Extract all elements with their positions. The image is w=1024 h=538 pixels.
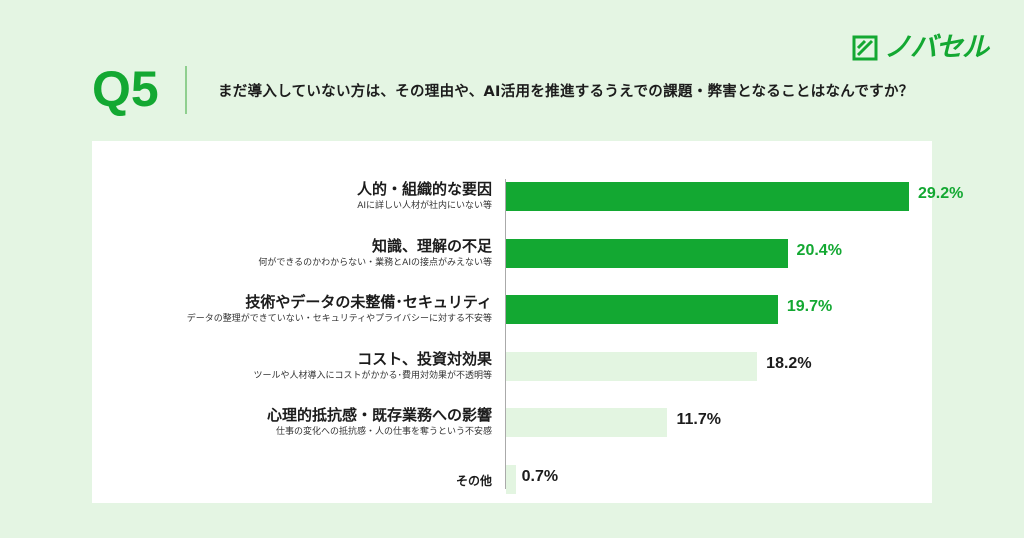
- category-subtitle: 仕事の変化への抵抗感・人の仕事を奪うという不安感: [275, 427, 492, 437]
- bar-row: 人的・組織的な要因 AIに詳しい人材が社内にいない等 29.2%: [92, 179, 963, 215]
- bar-value-label: 29.2%: [918, 185, 964, 202]
- category-name: 知識、理解の不足: [371, 236, 492, 255]
- category-name: 心理的抵抗感・既存業務への影響: [266, 406, 492, 424]
- bar: [506, 408, 668, 437]
- question-text: まだ導入していない方は、その理由や、AI活用を推進するうえでの課題・弊害となるこ…: [218, 84, 914, 100]
- bar-row: コスト、投資対効果ツールや人材導入にコストがかかる･費用対効果が不透明等 18.2…: [92, 349, 932, 385]
- bar-row: その他 0.7%: [92, 462, 932, 498]
- bar-value-label: 0.7%: [521, 467, 559, 485]
- category-label: 人的・組織的な要因 AIに詳しい人材が社内にいない等: [357, 179, 492, 213]
- bar: [506, 295, 778, 324]
- logo-mark-icon: [852, 35, 878, 60]
- category-label: 知識、理解の不足何ができるのかわからない・業務とAIの接点がみえない等: [258, 236, 492, 270]
- bar: [506, 464, 516, 494]
- bar-value-label: 18.2%: [766, 354, 812, 372]
- chart-axis: [505, 179, 506, 489]
- category-name: コスト、投資対効果: [357, 349, 492, 368]
- bar: [506, 182, 909, 211]
- category-label: コスト、投資対効果ツールや人材導入にコストがかかる･費用対効果が不透明等: [253, 349, 492, 383]
- logo: ノバセル: [852, 32, 989, 63]
- bar-value-label: 20.4%: [796, 241, 842, 259]
- category-name: その他: [455, 473, 492, 488]
- category-label: 技術やデータの未整備･セキュリティデータの整理ができていない・セキュリティやプラ…: [187, 292, 492, 326]
- category-subtitle: 何ができるのかわからない・業務とAIの接点がみえない等: [258, 257, 492, 268]
- logo-text: ノバセル: [884, 32, 989, 63]
- question-divider: [185, 66, 187, 114]
- category-subtitle: AIに詳しい人材が社内にいない等: [357, 201, 492, 211]
- bar-value-label: 11.7%: [676, 411, 721, 428]
- category-subtitle: データの整理ができていない・セキュリティやプライバシーに対する不安等: [186, 314, 492, 324]
- category-label: 心理的抵抗感・既存業務への影響仕事の変化への抵抗感・人の仕事を奪うという不安感: [267, 405, 492, 439]
- bar-row: 知識、理解の不足何ができるのかわからない・業務とAIの接点がみえない等 20.4%: [92, 236, 932, 272]
- question-number: Q5: [92, 61, 159, 117]
- bar: [506, 351, 758, 381]
- category-label: その他: [456, 471, 492, 491]
- bar: [506, 238, 788, 268]
- bar-row: 心理的抵抗感・既存業務への影響仕事の変化への抵抗感・人の仕事を奪うという不安感 1…: [92, 405, 932, 441]
- bar-value-label: 19.7%: [786, 298, 833, 315]
- category-subtitle: ツールや人材導入にコストがかかる･費用対効果が不透明等: [253, 370, 492, 381]
- chart-panel: 人的・組織的な要因 AIに詳しい人材が社内にいない等 29.2% 知識、理解の不足何が…: [92, 141, 963, 503]
- category-name: 技術やデータの未整備･セキュリティ: [245, 293, 492, 311]
- bar-row: 技術やデータの未整備･セキュリティデータの整理ができていない・セキュリティやプラ…: [92, 292, 932, 328]
- category-name: 人的・組織的な要因: [356, 180, 492, 198]
